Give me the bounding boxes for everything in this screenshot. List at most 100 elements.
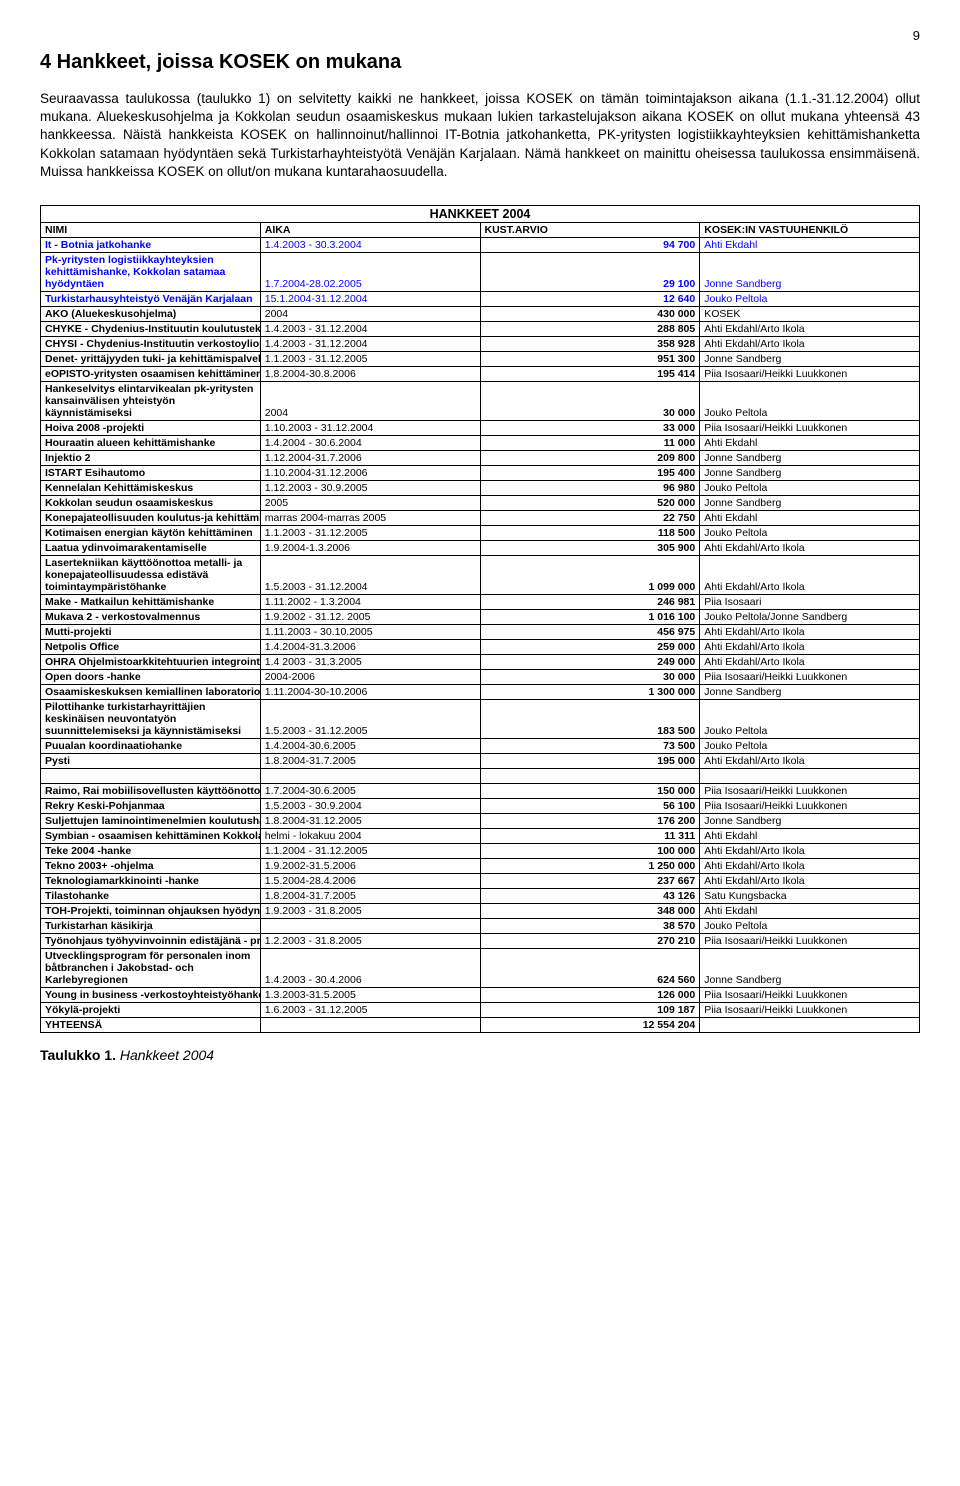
- table-row: Turkistarhan käsikirja38 570Jouko Peltol…: [41, 919, 920, 934]
- cell-name: Konepajateollisuuden koulutus-ja kehittä…: [41, 511, 261, 526]
- table-row: Young in business -verkostoyhteistyöhank…: [41, 988, 920, 1003]
- cell-name: Injektio 2: [41, 451, 261, 466]
- cell-aika: 1.7.2004-28.02.2005: [260, 253, 480, 292]
- cell-kust: 11 311: [480, 829, 700, 844]
- cell-name: CHYSI - Chydenius-Instituutin verkostoyl…: [41, 337, 261, 352]
- cell-name: Houraatin alueen kehittämishanke: [41, 436, 261, 451]
- cell-kust: 150 000: [480, 784, 700, 799]
- cell-kust: 33 000: [480, 421, 700, 436]
- cell-name: Kennelalan Kehittämiskeskus: [41, 481, 261, 496]
- table-row: Hankeselvitys elintarvikealan pk-yrityst…: [41, 382, 920, 421]
- cell-aika: 1.9.2003 - 31.8.2005: [260, 904, 480, 919]
- table-row: Pysti1.8.2004-31.7.2005195 000Ahti Ekdah…: [41, 754, 920, 769]
- cell-aika: 1.4.2004-30.6.2005: [260, 739, 480, 754]
- cell-name: Hoiva 2008 -projekti: [41, 421, 261, 436]
- cell-aika: 1.12.2003 - 30.9.2005: [260, 481, 480, 496]
- cell-kust: 56 100: [480, 799, 700, 814]
- cell-aika: 2004: [260, 382, 480, 421]
- cell-vast: Ahti Ekdahl: [700, 904, 920, 919]
- cell-name: Rekry Keski-Pohjanmaa: [41, 799, 261, 814]
- cell-aika: 1.10.2003 - 31.12.2004: [260, 421, 480, 436]
- cell-aika: 1.4.2003 - 30.4.2006: [260, 949, 480, 988]
- intro-paragraph: Seuraavassa taulukossa (taulukko 1) on s…: [40, 90, 920, 181]
- cell-vast: Piia Isosaari/Heikki Luukkonen: [700, 1003, 920, 1018]
- cell-kust: 1 300 000: [480, 685, 700, 700]
- table-row: eOPISTO-yritysten osaamisen kehittäminen…: [41, 367, 920, 382]
- cell-kust: 96 980: [480, 481, 700, 496]
- cell-kust: 237 667: [480, 874, 700, 889]
- cell-aika: 1.5.2003 - 31.12.2004: [260, 556, 480, 595]
- cell-aika: 2004: [260, 307, 480, 322]
- cell-aika: 1.4.2003 - 31.12.2004: [260, 337, 480, 352]
- cell-vast: Ahti Ekdahl: [700, 511, 920, 526]
- cell-name: Raimo, Rai mobiilisovellusten käyttöönot…: [41, 784, 261, 799]
- cell-kust: 305 900: [480, 541, 700, 556]
- cell-vast: Jonne Sandberg: [700, 352, 920, 367]
- cell-kust: 249 000: [480, 655, 700, 670]
- cell-vast: Ahti Ekdahl/Arto Ikola: [700, 655, 920, 670]
- cell-name: Laatua ydinvoimarakentamiselle: [41, 541, 261, 556]
- table-row: Kennelalan Kehittämiskeskus1.12.2003 - 3…: [41, 481, 920, 496]
- cell-name: Young in business -verkostoyhteistyöhank…: [41, 988, 261, 1003]
- cell-vast: Ahti Ekdahl/Arto Ikola: [700, 844, 920, 859]
- table-body: It - Botnia jatkohanke1.4.2003 - 30.3.20…: [41, 238, 920, 1018]
- table-row: Mutti-projekti1.11.2003 - 30.10.2005456 …: [41, 625, 920, 640]
- cell-name: Pilottihanke turkistarhayrittäjien keski…: [41, 700, 261, 739]
- cell-kust: 29 100: [480, 253, 700, 292]
- table-row: OHRA Ohjelmistoarkkitehtuurien integroin…: [41, 655, 920, 670]
- total-row: YHTEENSÄ 12 554 204: [41, 1018, 920, 1033]
- cell-kust: 22 750: [480, 511, 700, 526]
- cell-kust: 195 400: [480, 466, 700, 481]
- caption-text: Hankkeet 2004: [120, 1047, 214, 1063]
- cell-name: Utvecklingsprogram för personalen inom b…: [41, 949, 261, 988]
- cell-kust: 43 126: [480, 889, 700, 904]
- cell-kust: 246 981: [480, 595, 700, 610]
- table-row: Pk-yritysten logistiikkayhteyksien kehit…: [41, 253, 920, 292]
- table-row: CHYKE - Chydenius-Instituutin koulutuste…: [41, 322, 920, 337]
- cell-vast: Piia Isosaari/Heikki Luukkonen: [700, 784, 920, 799]
- cell-name: Tilastohanke: [41, 889, 261, 904]
- cell-vast: Ahti Ekdahl/Arto Ikola: [700, 640, 920, 655]
- cell-aika: 1.9.2002 - 31.12. 2005: [260, 610, 480, 625]
- cell-aika: 1.4 2003 - 31.3.2005: [260, 655, 480, 670]
- cell-name: Osaamiskeskuksen kemiallinen laboratorio: [41, 685, 261, 700]
- cell-name: CHYKE - Chydenius-Instituutin koulutuste…: [41, 322, 261, 337]
- cell-name: Pysti: [41, 754, 261, 769]
- section-heading: 4 Hankkeet, joissa KOSEK on mukana: [40, 51, 920, 74]
- cell-aika: 1.4.2003 - 30.3.2004: [260, 238, 480, 253]
- total-value: 12 554 204: [480, 1018, 700, 1033]
- table-row: Denet- yrittäjyyden tuki- ja kehittämisp…: [41, 352, 920, 367]
- cell-aika: 1.8.2004-31.7.2005: [260, 889, 480, 904]
- cell-name: Netpolis Office: [41, 640, 261, 655]
- cell-vast: KOSEK: [700, 307, 920, 322]
- col-vast: KOSEK:IN VASTUUHENKILÖ: [700, 223, 920, 238]
- cell-aika: 1.9.2004-1.3.2006: [260, 541, 480, 556]
- cell-kust: 288 805: [480, 322, 700, 337]
- table-row: Injektio 21.12.2004-31.7.2006209 800Jonn…: [41, 451, 920, 466]
- cell-vast: Jonne Sandberg: [700, 451, 920, 466]
- cell-vast: Jonne Sandberg: [700, 814, 920, 829]
- cell-aika: marras 2004-marras 2005: [260, 511, 480, 526]
- cell-aika: 1.5.2003 - 30.9.2004: [260, 799, 480, 814]
- cell-kust: 1 250 000: [480, 859, 700, 874]
- table-row: Rekry Keski-Pohjanmaa1.5.2003 - 30.9.200…: [41, 799, 920, 814]
- table-row: Työnohjaus työhyvinvoinnin edistäjänä - …: [41, 934, 920, 949]
- cell-kust: 348 000: [480, 904, 700, 919]
- cell-aika: 2005: [260, 496, 480, 511]
- cell-name: Open doors -hanke: [41, 670, 261, 685]
- cell-kust: 520 000: [480, 496, 700, 511]
- cell-aika: 1.8.2004-31.7.2005: [260, 754, 480, 769]
- cell-aika: [260, 919, 480, 934]
- cell-vast: Satu Kungsbacka: [700, 889, 920, 904]
- cell-name: Mukava 2 - verkostovalmennus: [41, 610, 261, 625]
- cell-aika: 2004-2006: [260, 670, 480, 685]
- cell-aika: 1.5.2003 - 31.12.2005: [260, 700, 480, 739]
- cell-aika: 1.11.2004-30-10.2006: [260, 685, 480, 700]
- cell-aika: 1.4.2003 - 31.12.2004: [260, 322, 480, 337]
- cell-name: Suljettujen laminointimenelmien koulutus…: [41, 814, 261, 829]
- cell-name: Symbian - osaamisen kehittäminen Kokkola…: [41, 829, 261, 844]
- table-row: Lasertekniikan käyttöönottoa metalli- ja…: [41, 556, 920, 595]
- cell-aika: 1.1.2004 - 31.12.2005: [260, 844, 480, 859]
- cell-vast: Jonne Sandberg: [700, 496, 920, 511]
- cell-name: Tekno 2003+ -ohjelma: [41, 859, 261, 874]
